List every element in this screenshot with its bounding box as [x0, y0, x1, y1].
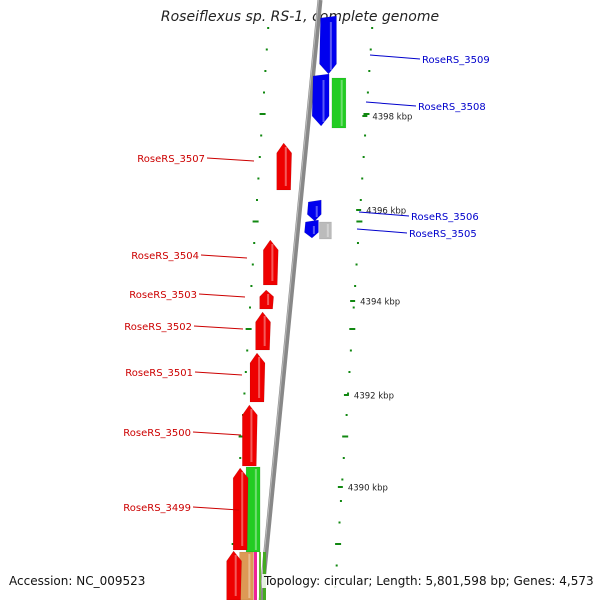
label-connector — [365, 101, 417, 107]
cds-roseRS-3508[interactable] — [331, 77, 347, 129]
gene-roseRS-3508[interactable] — [311, 73, 330, 127]
gene-roseRS-3503[interactable] — [259, 289, 274, 310]
gene-roseRS-3507[interactable] — [276, 142, 292, 191]
map-title: Roseiflexus sp. RS-1, complete genome — [160, 9, 440, 25]
label-connector — [192, 431, 242, 436]
gene-label-rosers_3500[interactable]: RoseRS_3500 — [123, 428, 191, 439]
label-connector — [192, 506, 240, 511]
outer-tick-ring — [334, 27, 374, 588]
gene-label-rosers_3499[interactable]: RoseRS_3499 — [123, 503, 191, 514]
gene-roseRS-3504[interactable] — [263, 239, 279, 286]
cds-multicolor[interactable] — [239, 551, 254, 600]
scale-label: 4390 kbp — [348, 484, 388, 494]
label-connector — [206, 157, 255, 162]
feature-roseRS-3505[interactable] — [319, 221, 332, 240]
scale-labels: 4398 kbp 4396 kbp 4394 kbp 4392 kbp 4390 kbp — [337, 113, 412, 494]
gene-roseRS-3509[interactable] — [319, 15, 337, 75]
gene-label-rosers_3509[interactable]: RoseRS_3509 — [422, 55, 490, 66]
backbone-highlight — [259, 0, 319, 600]
label-connector — [193, 325, 244, 330]
gene-roseRS-3498[interactable] — [226, 550, 242, 600]
label-connector — [200, 254, 248, 259]
gene-label-rosers_3501[interactable]: RoseRS_3501 — [125, 368, 193, 379]
gene-labels: RoseRS_3509 RoseRS_3508 RoseRS_3506 RoseRS_… — [123, 54, 490, 514]
gene-label-rosers_3507[interactable]: RoseRS_3507 — [137, 154, 205, 165]
gene-roseRS-3506[interactable] — [307, 199, 322, 222]
scale-label: 4398 kbp — [372, 113, 412, 123]
gene-label-rosers_3508[interactable]: RoseRS_3508 — [418, 102, 486, 113]
genome-backbone — [258, 0, 323, 600]
label-connector — [198, 293, 246, 298]
cds-stripe-green — [259, 552, 261, 600]
scale-label: 4394 kbp — [360, 298, 400, 308]
gene-label-rosers_3502[interactable]: RoseRS_3502 — [124, 322, 192, 333]
label-connector — [358, 211, 410, 217]
label-connector — [194, 371, 243, 376]
scale-label: 4392 kbp — [354, 392, 394, 402]
gene-roseRS-3502[interactable] — [255, 311, 271, 351]
gene-label-rosers_3504[interactable]: RoseRS_3504 — [131, 251, 199, 262]
gene-label-rosers_3506[interactable]: RoseRS_3506 — [411, 212, 479, 223]
cds-stripe-magenta — [254, 552, 257, 600]
gene-roseRS-3501[interactable] — [249, 352, 266, 403]
label-connector — [356, 228, 408, 234]
label-connector — [369, 54, 421, 60]
topology-label: Topology: circular; Length: 5,801,598 bp… — [262, 574, 596, 588]
feature-track — [226, 15, 347, 600]
gene-roseRS-3500[interactable] — [242, 404, 258, 467]
backbone-line — [258, 0, 323, 600]
gene-roseRS-3506b[interactable] — [304, 219, 319, 239]
scale-label: 4396 kbp — [366, 207, 406, 217]
gene-label-rosers_3503[interactable]: RoseRS_3503 — [129, 290, 197, 301]
gene-label-rosers_3505[interactable]: RoseRS_3505 — [409, 229, 477, 240]
gene-roseRS-3499[interactable] — [232, 467, 249, 551]
accession-label: Accession: NC_009523 — [9, 574, 146, 588]
